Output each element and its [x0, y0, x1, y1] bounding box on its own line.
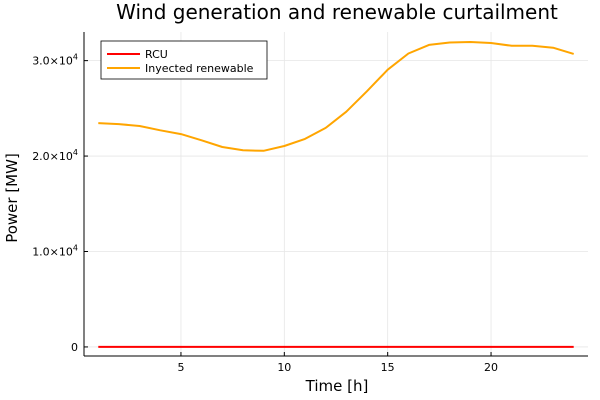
x-tick-label: 10 [277, 361, 291, 374]
y-tick-label: 2.0×104 [32, 148, 78, 163]
x-tick-label: 5 [177, 361, 184, 374]
legend-box [100, 40, 268, 80]
y-tick-exponent: 4 [73, 53, 78, 62]
y-tick-exponent: 4 [73, 148, 78, 157]
series-layer [98, 41, 574, 348]
y-tick-base: 0 [71, 341, 78, 354]
y-tick-base: 3.0×10 [32, 55, 73, 68]
y-tick-label: 3.0×104 [32, 53, 78, 68]
x-axis-label: Time [h] [305, 377, 369, 395]
y-axis-label: Power [MW] [3, 153, 21, 243]
series-line-1 [98, 41, 574, 152]
legend-label-1: Inyected renewable [145, 62, 254, 75]
y-tick-base: 1.0×10 [32, 245, 73, 258]
y-tick-label: 1.0×104 [32, 243, 78, 258]
y-tick-label: 0 [71, 341, 78, 354]
legend-label-0: RCU [145, 48, 168, 61]
x-tick-label: 15 [381, 361, 395, 374]
y-tick-base: 2.0×10 [32, 150, 73, 163]
x-tick-label: 20 [484, 361, 498, 374]
chart-title: Wind generation and renewable curtailmen… [116, 0, 558, 24]
y-tick-exponent: 4 [73, 243, 78, 252]
